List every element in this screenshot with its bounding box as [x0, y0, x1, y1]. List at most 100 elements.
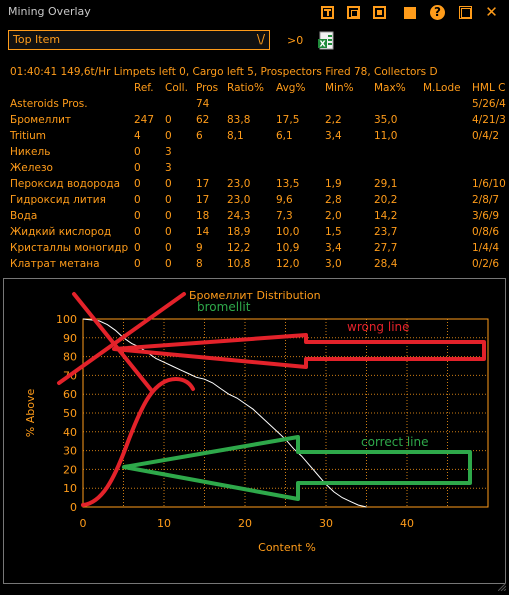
table-cell: Tritium [10, 130, 47, 142]
y-axis-label: % Above [24, 389, 37, 438]
table-cell: 0/8/6 [472, 226, 500, 238]
table-cell: 14 [196, 226, 210, 238]
table-row: Бромеллит 247 0 62 83,8 17,5 2,2 35,0 4/21/3 [0, 114, 509, 130]
table-row: Жидкий кислород 0 0 14 18,9 10,0 1,5 23,7 0/8/6 [0, 226, 509, 242]
table-cell: 5/26/4 [472, 98, 506, 110]
y-tick-label: 80 [63, 351, 77, 364]
svg-text:X: X [320, 40, 327, 49]
table-cell: 23,0 [227, 194, 251, 206]
help-icon[interactable]: ? [430, 5, 445, 20]
y-tick-label: 30 [63, 445, 77, 458]
table-cell: 247 [134, 114, 155, 126]
column-header: Pros [196, 82, 219, 94]
table-cell: 10,0 [276, 226, 300, 238]
x-axis-label: Content % [258, 541, 316, 554]
column-header: Ref. [134, 82, 154, 94]
table-cell: 23,7 [374, 226, 398, 238]
table-cell: 8,1 [227, 130, 244, 142]
table-cell: 74 [196, 98, 210, 110]
table-cell: Пероксид водорода [10, 178, 121, 190]
distribution-chart-panel: 0102030405060708090100010203040Бромеллит… [3, 278, 506, 584]
wrong-distribution-curve [81, 376, 195, 507]
table-cell: 83,8 [227, 114, 251, 126]
chart-subtitle: bromellit [197, 300, 251, 314]
table-cell: 14,2 [374, 210, 398, 222]
table-cell: 35,0 [374, 114, 398, 126]
dropdown-selected-value: Top Item [13, 33, 61, 46]
window-detach-icon[interactable] [346, 5, 361, 20]
table-cell: 0 [165, 226, 172, 238]
correct-line-label: correct line [361, 435, 429, 449]
table-cell: 27,7 [374, 242, 398, 254]
table-cell: 24,3 [227, 210, 251, 222]
column-header: Avg% [276, 82, 306, 94]
table-cell: 1/6/10 [472, 178, 506, 190]
table-cell: 18 [196, 210, 210, 222]
table-row: Tritium 4 0 6 8,1 6,1 3,4 11,0 0/4/2 [0, 130, 509, 146]
title-bar[interactable]: Mining Overlay ? [0, 0, 509, 26]
table-cell: 3 [165, 162, 172, 174]
table-cell: Бромеллит [10, 114, 72, 126]
table-cell: 1/4/4 [472, 242, 500, 254]
close-icon[interactable]: ✕ [485, 3, 498, 21]
table-cell: 11,0 [374, 130, 398, 142]
distribution-chart: 0102030405060708090100010203040Бромеллит… [24, 289, 489, 554]
table-cell: 0 [134, 226, 141, 238]
table-cell: 0/4/2 [472, 130, 500, 142]
x-tick-label: 10 [157, 517, 171, 530]
table-cell: 17 [196, 178, 210, 190]
table-cell: Железо [10, 162, 53, 174]
plot-area [82, 318, 489, 508]
table-cell: Asteroids Pros. [10, 98, 88, 110]
table-cell: Гидроксид лития [10, 194, 106, 206]
table-cell: 3/6/9 [472, 210, 500, 222]
resize-grip-icon[interactable] [497, 576, 507, 592]
column-header: Ratio% [227, 82, 264, 94]
table-cell: 2,0 [325, 210, 342, 222]
table-cell: 3,4 [325, 130, 342, 142]
table-row: Asteroids Pros. 74 5/26/4 [0, 98, 509, 114]
y-tick-label: 60 [63, 388, 77, 401]
table-cell: 6 [196, 130, 203, 142]
x-tick-label: 40 [400, 517, 414, 530]
threshold-label[interactable]: >0 [287, 34, 304, 47]
column-header: Min% [325, 82, 354, 94]
table-cell: 12,0 [276, 258, 300, 270]
table-cell: 23,0 [227, 178, 251, 190]
excel-export-icon[interactable]: X [318, 31, 336, 51]
table-cell: 10,9 [276, 242, 300, 254]
table-cell: 9,6 [276, 194, 293, 206]
table-cell: 3,0 [325, 258, 342, 270]
table-cell: 17 [196, 194, 210, 206]
table-cell: Жидкий кислород [10, 226, 112, 238]
table-cell: 0/2/6 [472, 258, 500, 270]
table-row: Вода 0 0 18 24,3 7,3 2,0 14,2 3/6/9 [0, 210, 509, 226]
table-cell: 7,3 [276, 210, 293, 222]
y-tick-label: 0 [70, 501, 77, 514]
chart-title: Бромеллит Distribution [189, 289, 321, 302]
table-row: Гидроксид лития 0 0 17 23,0 9,6 2,8 20,2 2/8/7 [0, 194, 509, 210]
table-cell: 0 [165, 178, 172, 190]
table-cell: 18,9 [227, 226, 251, 238]
y-tick-label: 100 [56, 313, 77, 326]
table-cell: 28,4 [374, 258, 398, 270]
column-header: Max% [374, 82, 406, 94]
x-tick-label: 30 [319, 517, 333, 530]
table-cell: Вода [10, 210, 38, 222]
table-cell: 0 [165, 130, 172, 142]
table-cell: 4/21/3 [472, 114, 506, 126]
item-filter-dropdown[interactable]: Top Item \/ [8, 30, 270, 50]
x-tick-label: 0 [80, 517, 87, 530]
x-tick-label: 20 [238, 517, 252, 530]
table-cell: 0 [134, 242, 141, 254]
window-pin-icon[interactable] [372, 5, 387, 20]
window-layout-icon[interactable] [320, 5, 335, 20]
table-cell: 8 [196, 258, 203, 270]
table-cell: 2/8/7 [472, 194, 500, 206]
minimize-icon[interactable] [402, 5, 417, 20]
transparency-icon[interactable] [458, 5, 473, 20]
table-cell: 1,5 [325, 226, 342, 238]
table-cell: 0 [165, 210, 172, 222]
table-cell: 9 [196, 242, 203, 254]
